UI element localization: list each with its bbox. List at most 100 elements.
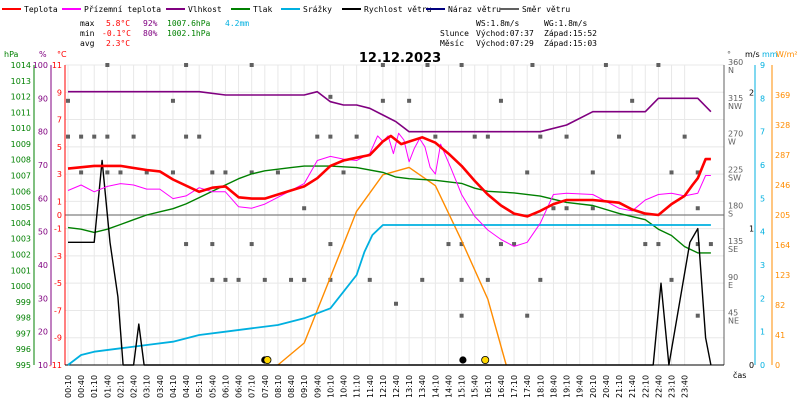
tick-label: 995	[16, 361, 31, 370]
x-axis-label: čas	[733, 370, 746, 380]
wind-direction-point	[105, 63, 110, 67]
wind-direction-point	[459, 313, 464, 318]
wind-direction-point	[617, 134, 622, 139]
wind-direction-point	[367, 277, 372, 282]
wind-direction-point	[92, 134, 97, 139]
tick-label: 205	[775, 211, 790, 220]
tick-label: 164	[775, 241, 790, 250]
wind-direction-point	[236, 277, 241, 282]
wind-direction-point	[197, 134, 202, 139]
tick-label: 40	[38, 261, 48, 270]
tick-label: 4	[760, 228, 765, 237]
tick-label: 225	[728, 165, 743, 174]
stats-min-temp: -0.1°C	[102, 29, 131, 38]
tick-direction-label: NW	[728, 102, 742, 111]
x-tick-label: 19:40	[576, 375, 585, 398]
legend-item-smer-vetru: Směr větru	[522, 5, 570, 14]
wind-direction-point	[407, 98, 412, 103]
wind-direction-point	[472, 134, 477, 139]
wind-direction-point	[170, 170, 175, 175]
wind-direction-point	[682, 134, 687, 139]
legend-item-teplota: Teplota	[24, 5, 58, 14]
wind-direction-point	[328, 94, 333, 99]
x-tick-label: 18:40	[549, 375, 558, 398]
tick-label: 90	[728, 273, 738, 282]
x-tick-label: 02:40	[130, 375, 139, 398]
wind-direction-point	[551, 206, 556, 211]
tick-label: -1	[54, 225, 62, 234]
wind-direction-point	[525, 170, 530, 175]
tick-label: -5	[54, 279, 62, 288]
tick-label: 3	[57, 170, 62, 179]
x-tick-label: 05:10	[195, 375, 204, 398]
wind-direction-point	[695, 206, 700, 211]
wind-direction-point	[210, 170, 215, 175]
tick-label: 20	[38, 328, 48, 337]
wind-direction-point	[210, 277, 215, 282]
wind-direction-point	[262, 277, 267, 282]
wind-direction-point	[275, 170, 280, 175]
wind-direction-point	[380, 98, 385, 103]
info-block: WS:1.8m/s WG:1.8m/s Slunce Východ:07:37 …	[440, 19, 597, 48]
tick-label: 1005	[11, 203, 31, 212]
moon-marker	[459, 356, 467, 364]
sunset-info: Západ:15:52	[544, 29, 597, 38]
x-tick-label: 16:40	[497, 375, 506, 398]
axis-label-pct: %	[39, 50, 47, 59]
wind-direction-point	[695, 242, 700, 247]
legend-item-naraz-vetru: Náraz větru	[448, 5, 501, 14]
tick-label: 1002	[11, 250, 31, 259]
wind-gust-info: WG:1.8m/s	[544, 19, 588, 28]
wind-direction-point	[485, 134, 490, 139]
tick-label: 1009	[11, 140, 31, 149]
x-tick-label: 14:40	[444, 375, 453, 398]
axis-pct-ticks: 100 90 80 70 60 50 40 30 20 10	[33, 61, 48, 370]
x-tick-label: 08:40	[287, 375, 296, 398]
stats-block: max 5.8°C 92% 1007.6hPa 4.2mm min -0.1°C…	[80, 19, 249, 48]
x-tick-label: 12:10	[379, 375, 388, 398]
stats-max-label: max	[80, 19, 95, 28]
wind-direction-point	[656, 63, 661, 67]
tick-label: 80	[38, 128, 48, 137]
tick-label: 1004	[11, 219, 31, 228]
wind-direction-point	[223, 277, 228, 282]
wind-direction-point	[328, 134, 333, 139]
stats-max-temp: 5.8°C	[106, 19, 130, 28]
wind-direction-point	[184, 242, 189, 247]
tick-label: 1	[760, 328, 765, 337]
tick-label: 998	[16, 314, 31, 323]
tick-label: 1	[57, 197, 62, 206]
sun-label: Slunce	[440, 29, 469, 38]
wind-direction-point	[459, 277, 464, 282]
tick-label: 135	[728, 237, 743, 246]
tick-label: 123	[775, 271, 790, 280]
wind-direction-point	[498, 98, 503, 103]
wind-direction-point	[530, 63, 535, 67]
axis-label-hpa: hPa	[4, 50, 19, 59]
tick-label: 1013	[11, 77, 31, 86]
wind-direction-point	[302, 206, 307, 211]
x-tick-label: 09:40	[313, 375, 322, 398]
wind-direction-point	[590, 170, 595, 175]
x-tick-label: 01:40	[103, 375, 112, 398]
wind-direction-point	[210, 242, 215, 247]
axis-mm-ticks: 9 8 7 6 5 4 3 2 1 0	[760, 61, 765, 370]
x-tick-label: 06:10	[221, 375, 230, 398]
tick-label: 50	[38, 228, 48, 237]
tick-label: 1003	[11, 235, 31, 244]
tick-direction-label: SE	[728, 245, 738, 254]
x-tick-label: 23:40	[681, 375, 690, 398]
wind-direction-point	[289, 277, 294, 282]
wind-direction-point	[144, 170, 149, 175]
wind-direction-point	[249, 242, 254, 247]
tick-label: 7	[760, 128, 765, 137]
wind-direction-point	[630, 98, 635, 103]
wind-direction-point	[656, 242, 661, 247]
wind-speed-info: WS:1.8m/s	[476, 19, 520, 28]
stats-min-hum: 80%	[143, 29, 158, 38]
tick-direction-label: SW	[728, 173, 741, 182]
x-tick-label: 10:40	[340, 375, 349, 398]
axis-hpa-ticks: 1014 1013 1012 1011 1010 1009 1008 1007 1006 1005…	[11, 61, 31, 370]
tick-direction-label: NE	[728, 317, 739, 326]
